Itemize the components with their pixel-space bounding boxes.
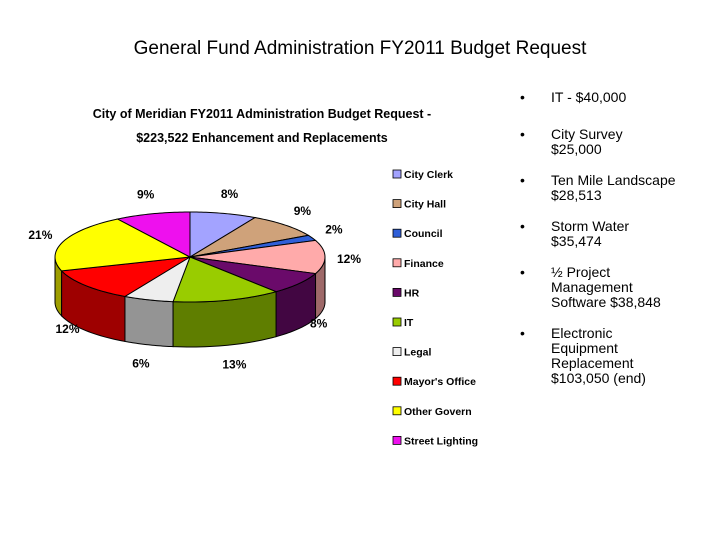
legend-label: Legal xyxy=(404,347,432,359)
pie-percent-label: 9% xyxy=(137,188,155,202)
chart-title-line-1: City of Meridian FY2011 Administration B… xyxy=(93,107,431,121)
legend-swatch xyxy=(392,228,402,238)
legend-label: Street Lighting xyxy=(404,435,478,447)
chart-title-line-2: $223,522 Enhancement and Replacements xyxy=(136,131,388,145)
budget-item-line: $103,050 (end) xyxy=(551,370,646,386)
pie-percent-label: 6% xyxy=(132,357,150,371)
budget-item-line: Equipment xyxy=(551,340,618,356)
budget-item: • Electronic Equipment Replacement $103,050 … xyxy=(515,326,715,386)
budget-item-line: Software $38,848 xyxy=(551,294,661,310)
budget-item-line: $25,000 xyxy=(551,141,602,157)
legend-swatch xyxy=(392,376,402,386)
chart-title: City of Meridian FY2011 Administration B… xyxy=(93,107,431,145)
pie-slice-it xyxy=(172,256,278,303)
pie-percent-label: 21% xyxy=(28,228,52,242)
pie-slice-hr xyxy=(189,256,317,293)
legend-label: Mayor's Office xyxy=(404,376,476,388)
budget-item-line: Replacement xyxy=(551,355,634,371)
budget-item-line: IT - $40,000 xyxy=(551,89,627,105)
pie-slice-street-lighting xyxy=(116,211,191,258)
legend-swatch xyxy=(392,317,402,327)
budget-item-line: Ten Mile Landscape xyxy=(551,172,676,188)
pie-slice-other-govern xyxy=(54,218,192,272)
bullet-dot: • xyxy=(520,264,525,280)
pie-percent-label: 9% xyxy=(294,204,312,218)
budget-item: • IT - $40,000 xyxy=(515,90,715,105)
pie-percent-label: 8% xyxy=(310,317,328,331)
budget-item-line: City Survey xyxy=(551,126,623,142)
pie-percent-label: 12% xyxy=(55,322,79,336)
legend-label: Finance xyxy=(404,258,444,270)
bullet-dot: • xyxy=(520,218,525,234)
pie-slice-city-hall xyxy=(189,217,310,258)
legend-swatch xyxy=(392,406,402,416)
legend-swatch xyxy=(392,258,402,268)
budget-item: • Storm Water $35,474 xyxy=(515,219,715,249)
pie-percent-label: 13% xyxy=(222,358,246,372)
pie-percent-label: 12% xyxy=(337,252,361,266)
pie-slice-city-clerk xyxy=(189,211,257,258)
legend-label: City Clerk xyxy=(404,169,453,181)
legend-swatch xyxy=(392,169,402,179)
budget-item: • ½ Project Management Software $38,848 xyxy=(515,265,715,310)
legend-swatch xyxy=(392,435,402,445)
legend-label: Other Govern xyxy=(404,406,472,418)
pie-percent-labels: 8% 9% 2% 12% 8% 13% 6% 12% 21% 9% xyxy=(28,187,361,372)
legend-swatch xyxy=(392,347,402,357)
pie-percent-label: 8% xyxy=(221,187,239,201)
budget-item: • City Survey $25,000 xyxy=(515,127,715,157)
legend: City Clerk City Hall Council Finance HR IT Leg… xyxy=(392,169,478,447)
legend-label: IT xyxy=(404,317,414,329)
pie-slice-legal xyxy=(123,255,191,303)
budget-item: • Ten Mile Landscape $28,513 xyxy=(515,173,715,203)
bullet-dot: • xyxy=(520,126,525,142)
budget-item-line: $35,474 xyxy=(551,233,602,249)
pie-slice-finance xyxy=(189,239,326,275)
budget-item-line: Electronic xyxy=(551,325,613,341)
pie-slice-mayor-s-office xyxy=(60,256,191,297)
legend-label: Council xyxy=(404,228,443,240)
budget-item-line: Storm Water xyxy=(551,218,630,234)
budget-item-line: $28,513 xyxy=(551,187,602,203)
bullet-dot: • xyxy=(520,89,525,105)
legend-label: HR xyxy=(404,287,420,299)
legend-swatch xyxy=(392,287,402,297)
budget-items-list: • IT - $40,000 • City Survey $25,000 • Ten Mil… xyxy=(515,90,715,386)
slide-title: General Fund Administration FY2011 Budge… xyxy=(133,38,587,59)
budget-item-line: ½ Project xyxy=(551,264,611,280)
pie-percent-label: 2% xyxy=(325,222,343,236)
pie-wall-legal xyxy=(124,295,174,348)
pie-slices xyxy=(54,211,326,348)
legend-swatch xyxy=(392,199,402,209)
budget-item-line: Management xyxy=(551,279,633,295)
bullet-dot: • xyxy=(520,172,525,188)
bullet-dot: • xyxy=(520,325,525,341)
legend-label: City Hall xyxy=(404,199,446,211)
pie-slice-council xyxy=(189,234,317,258)
